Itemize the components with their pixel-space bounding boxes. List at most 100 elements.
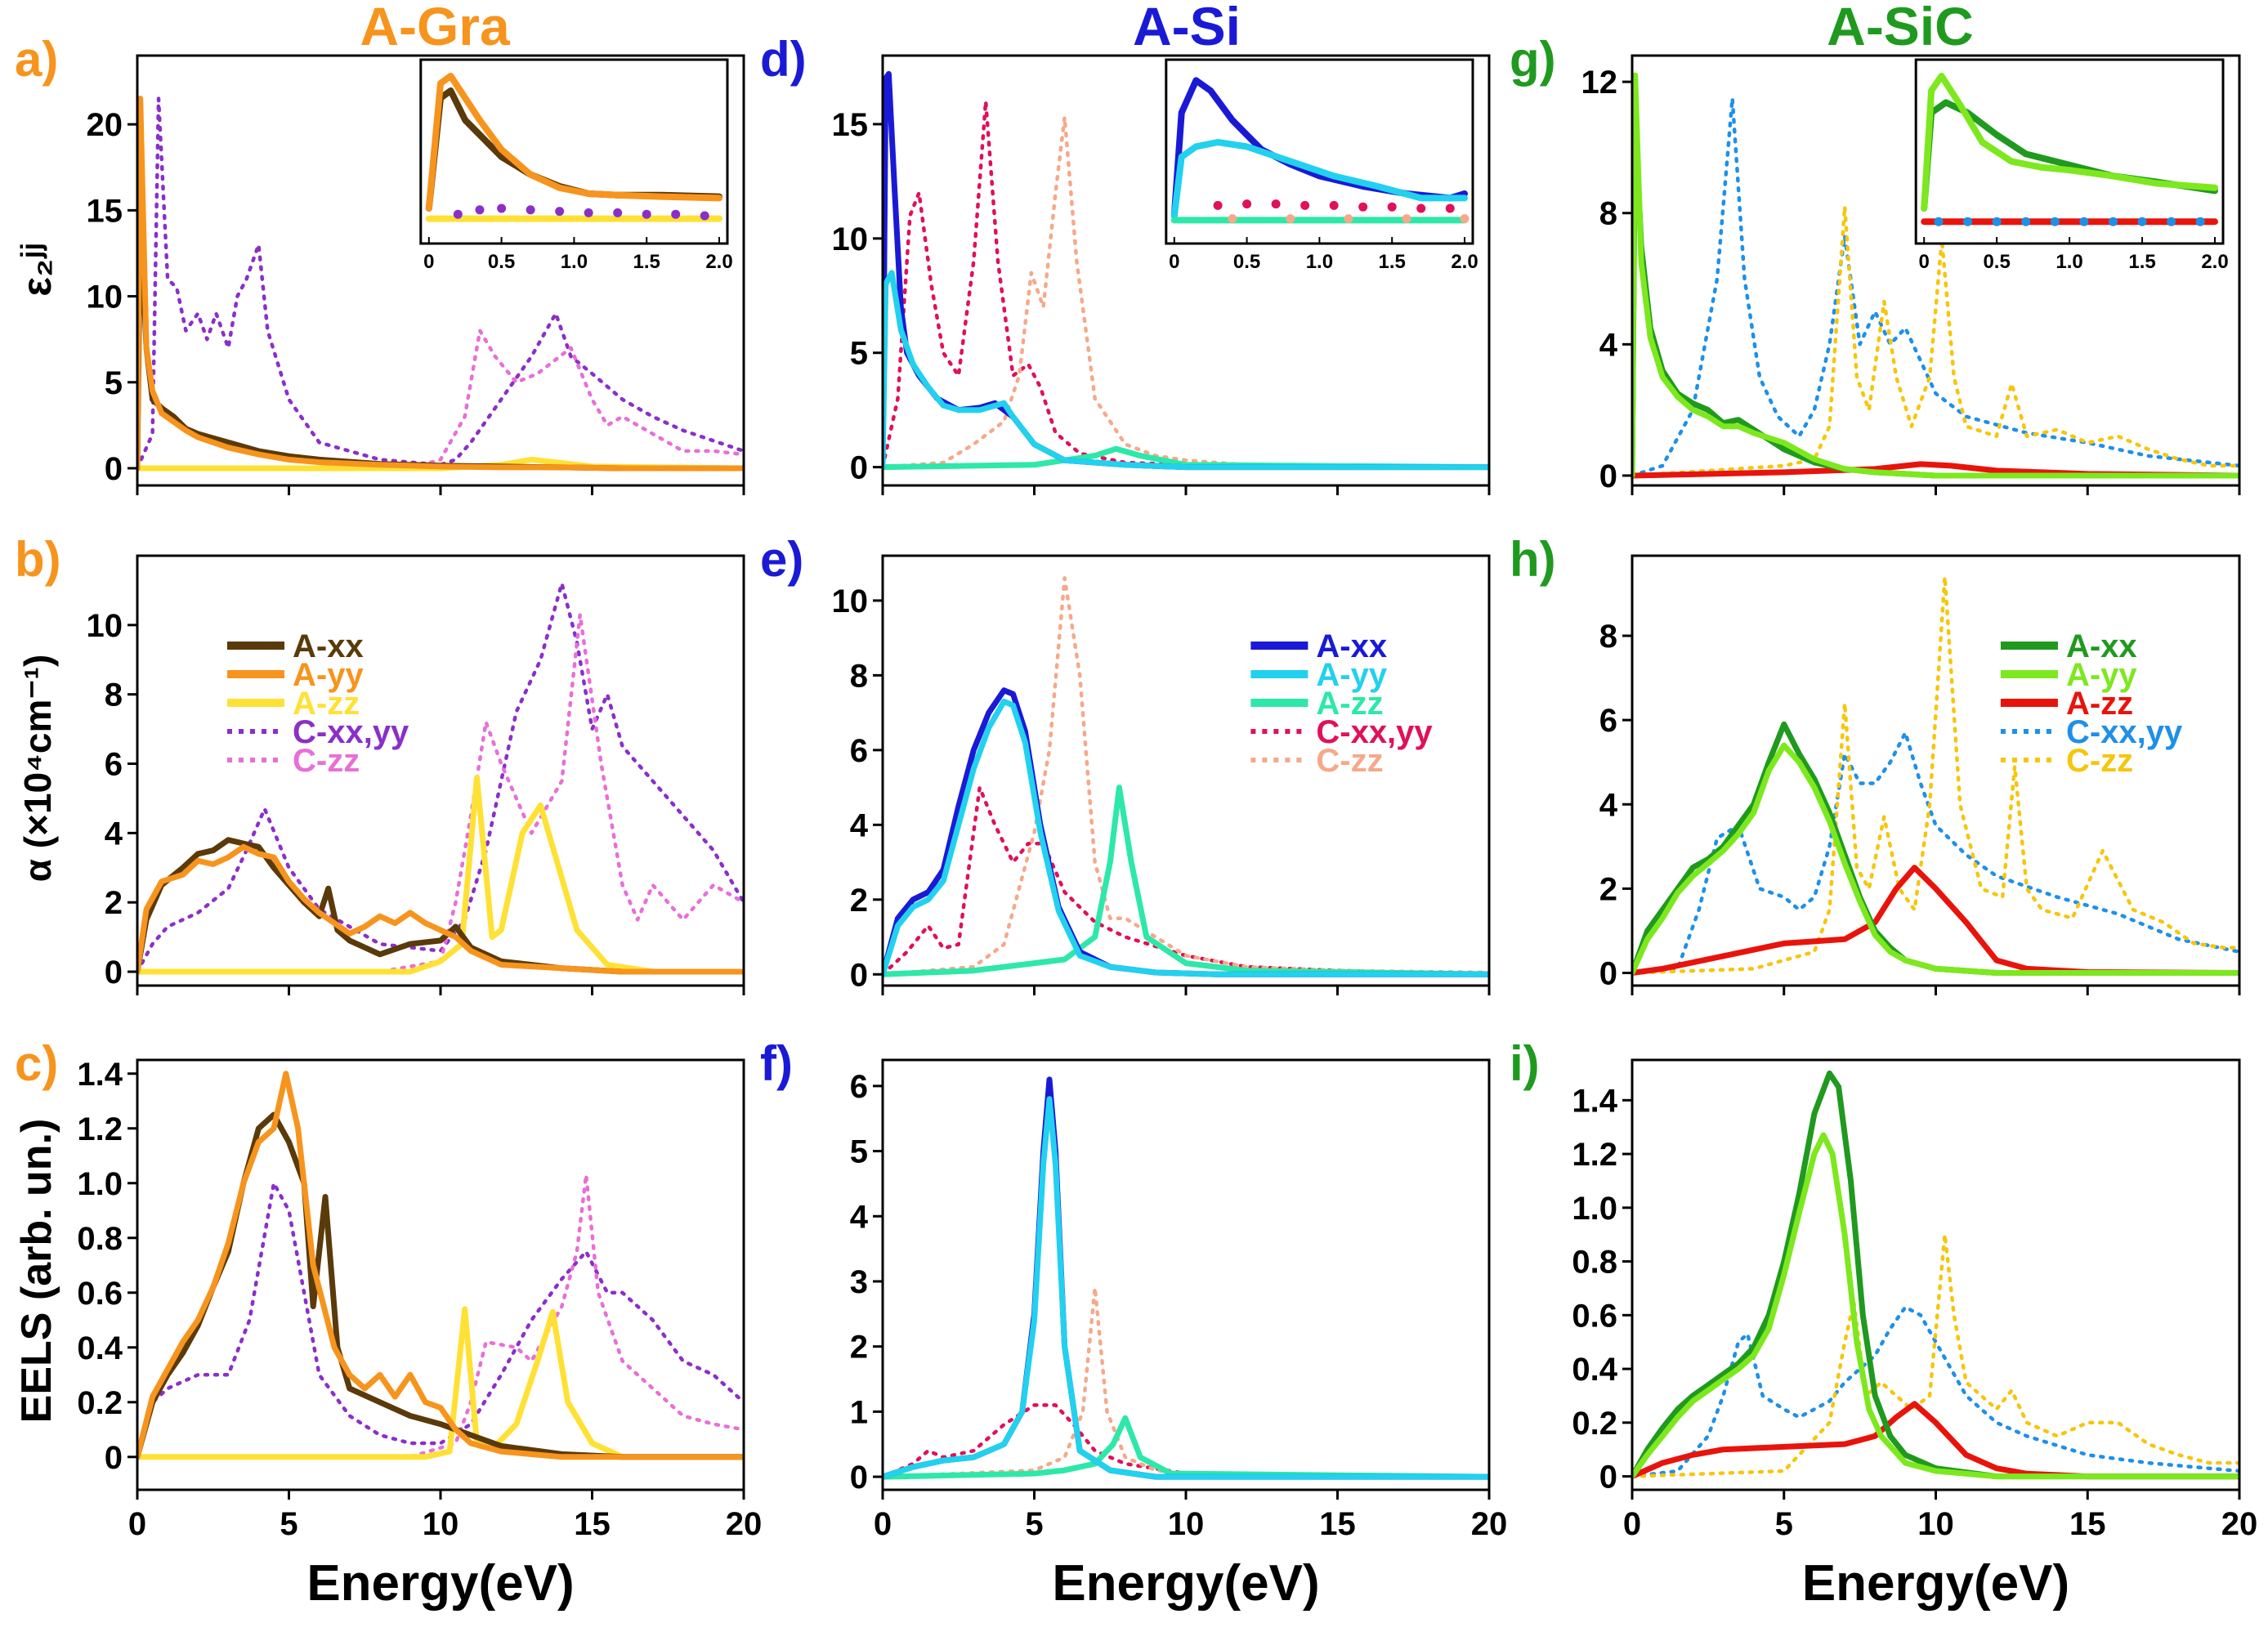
- data-point: [1934, 217, 1944, 226]
- y-tick-label: 1.0: [77, 1166, 123, 1202]
- y-tick-label: 3: [850, 1264, 868, 1300]
- panel-label: b): [15, 532, 61, 587]
- y-tick-label: 4: [850, 1199, 869, 1235]
- inset-x-tick-label: 1.5: [1379, 251, 1406, 273]
- y-tick-label: 1: [850, 1394, 868, 1430]
- y-tick-label: 2: [105, 885, 123, 921]
- y-tick-label: 0.8: [77, 1221, 123, 1257]
- panel-d: 0 5 10 15 d) 0 0.5 1.0 1.5 2.0: [760, 32, 1491, 495]
- inset-frame: [1165, 58, 1474, 245]
- legend-label: A-yy: [1316, 657, 1387, 693]
- y-tick-label: 6: [850, 733, 868, 769]
- y-tick-label: 8: [105, 677, 123, 713]
- y-tick-label: 0: [1599, 956, 1617, 992]
- y-tick-label: 4: [105, 816, 123, 852]
- y-tick-label: 4: [1599, 327, 1618, 363]
- series-group: [137, 581, 744, 975]
- series-line-a-yy: [1632, 1132, 2239, 1480]
- y-tick-label: 0.8: [1572, 1245, 1617, 1281]
- series-line-c-xx-yy: [137, 581, 744, 974]
- inset-x-tick-label: 1.5: [2128, 251, 2155, 273]
- series-line-inset: [1921, 73, 2218, 212]
- series-line-c-zz: [137, 612, 744, 974]
- y-tick-label: 0.6: [1572, 1298, 1617, 1334]
- series-line-c-xx-yy: [1632, 731, 2239, 975]
- x-tick-label: 15: [1319, 1506, 1356, 1542]
- x-tick-label: 10: [1917, 1506, 1954, 1542]
- y-tick-label: 0: [105, 451, 123, 487]
- y-tick-label: 15: [87, 193, 123, 229]
- data-point: [2021, 217, 2031, 226]
- legend: A-xxA-yyA-zzC-xx,yyC-zz: [2000, 628, 2183, 779]
- data-point: [642, 209, 651, 219]
- y-tick-label: 8: [1599, 619, 1617, 655]
- series-line-c-xx-yy: [1632, 1305, 2239, 1478]
- series-line-c-xx-yy: [883, 1403, 1489, 1479]
- y-tick-label: 5: [850, 1134, 868, 1170]
- x-tick-label: 15: [574, 1506, 611, 1542]
- x-tick-label: 0: [128, 1506, 146, 1542]
- data-point: [1416, 203, 1426, 213]
- series-line-c-zz: [1632, 1232, 2239, 1478]
- data-point: [1358, 202, 1368, 212]
- inset-x-tick-label: 0: [423, 251, 434, 273]
- legend: A-xxA-yyA-zzC-xx,yyC-zz: [1250, 628, 1433, 779]
- series-line-a-yy: [883, 698, 1489, 977]
- y-tick-label: 1.2: [1572, 1137, 1617, 1173]
- inset-x-tick-label: 2.0: [2201, 251, 2228, 273]
- y-label-eps: ε₂ʲʲ: [14, 243, 60, 296]
- series-line-a-yy: [137, 843, 744, 975]
- series-line-a-zz: [883, 785, 1489, 977]
- series-group: [883, 1076, 1489, 1480]
- inset-frame: [1914, 58, 2225, 245]
- legend-label: A-yy: [293, 657, 364, 693]
- series-line-a-xx: [137, 207, 744, 472]
- y-tick-label: 0: [105, 1440, 123, 1476]
- y-tick-label: 8: [850, 658, 868, 694]
- column-title-a-gra: A-Gra: [360, 0, 511, 56]
- legend-label: A-zz: [1316, 686, 1383, 722]
- inset-x-tick-label: 2.0: [1451, 251, 1478, 273]
- series-line-c-zz: [1632, 575, 2239, 975]
- y-tick-label: 1.2: [77, 1111, 123, 1147]
- series-line-a-xx: [137, 837, 744, 975]
- x-tick-label: 20: [726, 1506, 763, 1542]
- x-tick-label: 20: [1471, 1506, 1508, 1542]
- data-point: [1242, 199, 1252, 209]
- y-tick-label: 10: [832, 221, 869, 257]
- data-point: [1344, 214, 1353, 224]
- y-tick-label: 10: [832, 583, 869, 619]
- y-tick-label: 0: [850, 957, 868, 993]
- column-title-a-sic: A-SiC: [1827, 0, 1974, 56]
- series-line-a-yy: [1632, 742, 2239, 976]
- column-title-a-si: A-Si: [1133, 0, 1241, 56]
- series-line-a-zz: [1632, 865, 2239, 976]
- y-label-alpha: α (×10⁴cm⁻¹): [16, 655, 59, 883]
- inset-x-tick-label: 0.5: [1983, 251, 2010, 273]
- series-line-inset: [1170, 139, 1468, 219]
- x-tick-label: 5: [280, 1506, 297, 1542]
- y-tick-label: 1.4: [77, 1057, 123, 1093]
- y-tick-label: 6: [1599, 703, 1617, 739]
- y-tick-label: 4: [850, 807, 869, 843]
- plot-frame: [881, 1058, 1491, 1491]
- x-tick-label: 15: [2069, 1506, 2106, 1542]
- data-point: [1387, 202, 1397, 212]
- y-tick-label: 5: [105, 365, 123, 401]
- series-line-c-zz: [1632, 204, 2239, 478]
- y-tick-label: 0: [105, 955, 123, 990]
- data-point: [2050, 217, 2060, 226]
- y-tick-label: 10: [87, 279, 123, 315]
- inset: 0 0.5 1.0 1.5 2.0: [419, 58, 733, 273]
- legend-label: C-zz: [2066, 743, 2133, 779]
- panel-a: 0 5 10 15 20 a) 0 0.5 1.0 1.5 2.0: [15, 32, 745, 495]
- inset-x-tick-label: 1.5: [633, 251, 660, 273]
- data-point: [671, 209, 681, 219]
- legend-label: C-xx,yy: [1316, 714, 1433, 750]
- data-point: [526, 205, 535, 215]
- inset-x-tick-label: 1.0: [561, 251, 588, 273]
- panel-label: e): [760, 532, 803, 587]
- panel-b: 0 2 4 6 8 10 b) A-xxA-yyA-zzC-xx,yyC-zz: [15, 532, 745, 995]
- y-tick-label: 12: [1581, 65, 1618, 101]
